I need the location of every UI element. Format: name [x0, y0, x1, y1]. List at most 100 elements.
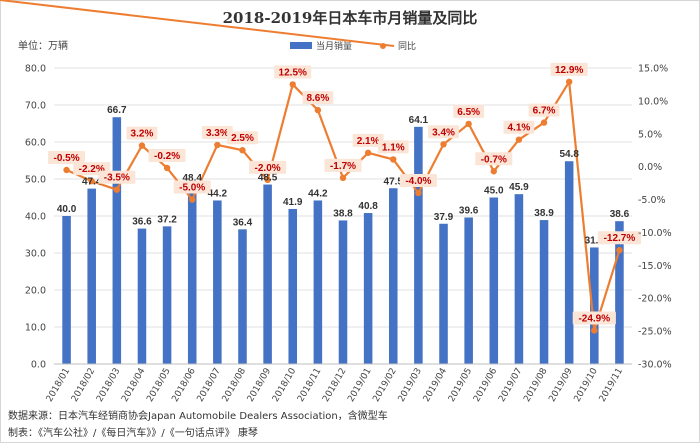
percent-label: 12.5%	[279, 67, 307, 78]
bar	[288, 208, 298, 364]
line-point	[63, 166, 70, 174]
x-tick-label: 2018/03	[95, 367, 122, 404]
x-tick-label: 2019/03	[397, 367, 424, 404]
line-point	[465, 120, 472, 128]
bar-value-label: 48.4	[182, 173, 202, 184]
bar	[338, 220, 348, 364]
y-right-tick-label: 0.0%	[638, 162, 662, 173]
line-point	[264, 176, 271, 184]
y-left-tick-label: 60.0	[25, 138, 46, 149]
percent-label: -2.2%	[79, 164, 105, 175]
x-tick-label: 2019/11	[598, 367, 625, 404]
line-point	[88, 177, 95, 185]
bar	[62, 216, 71, 364]
percent-label: 6.7%	[533, 106, 556, 117]
percent-label: -3.5%	[104, 173, 130, 184]
bar-value-label: 54.8	[559, 149, 579, 160]
bar-value-label: 38.9	[534, 208, 554, 219]
percent-label-box	[572, 311, 616, 325]
y-right-tick-label: -30.0%	[638, 360, 672, 371]
bar	[388, 188, 398, 364]
bar	[439, 223, 448, 364]
y-left-tick-label: 30.0	[25, 249, 46, 260]
bar	[414, 126, 423, 364]
bar-value-label: 38.6	[610, 209, 630, 220]
bar	[112, 117, 122, 365]
bar-value-label: 41.9	[283, 197, 303, 208]
percent-label: 2.1%	[357, 136, 380, 147]
bar	[313, 200, 323, 364]
x-tick-label: 2018/09	[246, 366, 273, 404]
legend-bar-label: 当月销量	[316, 40, 352, 52]
x-tick-label: 2018/02	[70, 367, 97, 404]
percent-label: -0.5%	[54, 153, 80, 164]
bar-value-label: 66.7	[107, 105, 127, 116]
x-tick-label: 2019/09	[547, 366, 574, 404]
line-point	[339, 174, 347, 182]
data-labels: 40.0 47.4 66.7 36.6 37.2 48.4 44.2 36.4 48.5 41.9…	[48, 62, 642, 325]
legend-line-marker	[380, 43, 386, 49]
line-point	[138, 142, 146, 149]
line-point	[415, 189, 422, 197]
bar	[464, 217, 473, 364]
y-right-tick-label: 10.0%	[638, 96, 668, 107]
x-tick-label: 2018/07	[196, 367, 223, 404]
percent-label: 3.4%	[432, 127, 455, 138]
percent-label-box	[377, 140, 409, 154]
legend-bar-swatch	[290, 42, 312, 49]
bar-value-label: 47.4	[82, 177, 102, 188]
percent-label-box	[399, 173, 437, 187]
percent-label-box	[475, 152, 513, 166]
x-tick-label: 2019/07	[497, 367, 524, 404]
percent-label-box	[550, 62, 588, 76]
bar-series	[62, 117, 624, 365]
line-point	[214, 141, 221, 149]
x-tick-label: 2018/01	[45, 367, 72, 404]
bar-value-label: 36.4	[233, 217, 253, 228]
percent-label-box	[126, 126, 158, 140]
x-tick-label: 2019/01	[346, 367, 373, 404]
bar-value-label: 47.5	[384, 176, 404, 187]
percent-label: -24.9%	[578, 313, 610, 324]
line-point	[289, 81, 296, 88]
line-point	[189, 196, 196, 203]
percent-label-box	[324, 158, 362, 172]
bar-value-label: 38.8	[333, 208, 353, 219]
percent-label: 3.3%	[206, 128, 229, 139]
y-left-tick-label: 70.0	[25, 101, 46, 112]
percent-label-box	[201, 125, 233, 139]
percent-label-box	[227, 131, 258, 145]
y-right-tick-label: -5.0%	[638, 195, 666, 206]
percent-label-box	[249, 160, 287, 174]
legend-line-swatch	[0, 0, 395, 47]
y-left-tick-label: 20.0	[25, 286, 46, 297]
bar	[213, 200, 222, 364]
bar-value-label: 40.8	[358, 201, 378, 212]
bar	[363, 213, 373, 364]
line-point	[490, 168, 497, 175]
percent-label-box	[352, 133, 384, 147]
percent-label-box	[428, 125, 459, 139]
line-point	[239, 147, 246, 154]
bar-value-label: 37.9	[434, 212, 454, 223]
credit-note: 制表：《汽车公社》/《每日汽车》》/《一句话点评》 康琴	[8, 428, 258, 439]
percent-label: -0.7%	[481, 154, 507, 165]
bar-value-label: 44.2	[308, 188, 328, 199]
bar	[87, 188, 96, 364]
x-tick-label: 2019/06	[472, 366, 499, 404]
percent-label-box	[503, 120, 535, 134]
y-left-tick-label: 40.0	[25, 212, 46, 223]
line-point	[440, 141, 447, 148]
bar-value-label: 40.0	[57, 204, 77, 215]
bar-value-label: 45.9	[509, 182, 529, 193]
bar-value-label: 45.0	[484, 186, 504, 197]
x-tick-label: 2019/05	[447, 367, 474, 404]
bar-value-label: 36.6	[132, 217, 152, 228]
legend-line-label: 同比	[398, 40, 416, 52]
percent-label: -2.0%	[255, 163, 281, 174]
line-point	[540, 119, 548, 126]
x-tick-label: 2019/08	[522, 366, 549, 404]
bar-value-label: 64.1	[409, 115, 429, 126]
percent-label: 8.6%	[306, 93, 329, 104]
y-right-tick-label: -25.0%	[638, 327, 672, 338]
